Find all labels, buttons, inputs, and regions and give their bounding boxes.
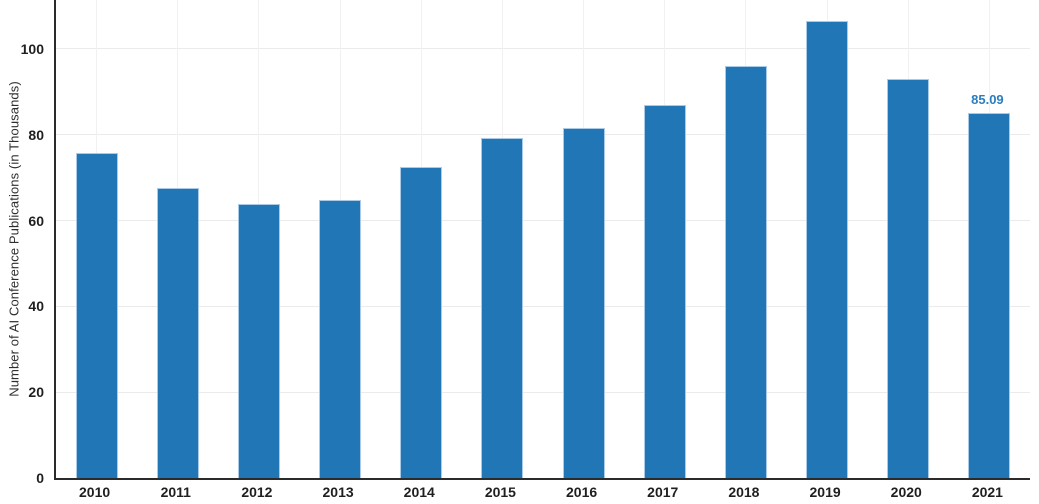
gridline-horizontal: [56, 305, 1030, 307]
gridline-horizontal: [56, 220, 1030, 222]
plot-area: [54, 0, 1030, 480]
bar-2016: [562, 128, 605, 478]
x-axis-tick-label-2018: 2018: [728, 484, 760, 500]
bar-2015: [481, 137, 524, 478]
x-axis-tick-label-2021: 2021: [971, 484, 1003, 500]
x-axis-tick-label-2019: 2019: [809, 484, 841, 500]
x-axis-tick-label-2017: 2017: [647, 484, 679, 500]
bar-2010: [75, 153, 118, 478]
x-axis-tick-label-2013: 2013: [322, 484, 354, 500]
y-axis-tick-label: 0: [36, 470, 44, 486]
bar-2013: [319, 199, 362, 478]
bar-2019: [806, 20, 849, 478]
x-axis-tick-label-2020: 2020: [890, 484, 922, 500]
x-axis-tick-label-2012: 2012: [241, 484, 273, 500]
bar-value-label: 85.09: [971, 91, 1004, 107]
x-axis-tick-label-2015: 2015: [484, 484, 516, 500]
bar-2012: [237, 204, 280, 478]
y-axis-tick-label: 60: [28, 212, 44, 229]
x-axis-tick-label-2010: 2010: [79, 484, 111, 500]
gridline-horizontal: [56, 48, 1030, 50]
y-axis-tick-label: 20: [28, 384, 44, 401]
y-axis-tick-label: 100: [20, 40, 44, 57]
y-axis-tick-label: 80: [28, 126, 44, 143]
y-axis-tick-label: 40: [28, 298, 44, 315]
bar-2018: [724, 65, 767, 478]
x-axis-tick-label-2014: 2014: [403, 484, 435, 500]
bar-2020: [887, 79, 930, 478]
bar-2017: [643, 104, 686, 478]
bar-2011: [156, 187, 199, 478]
bar-2021: [968, 112, 1011, 478]
x-axis-tick-label-2016: 2016: [566, 484, 598, 500]
gridline-horizontal: [56, 134, 1030, 136]
bar-2014: [400, 166, 443, 478]
gridline-horizontal: [56, 391, 1030, 393]
x-axis-tick-label-2011: 2011: [160, 484, 191, 500]
